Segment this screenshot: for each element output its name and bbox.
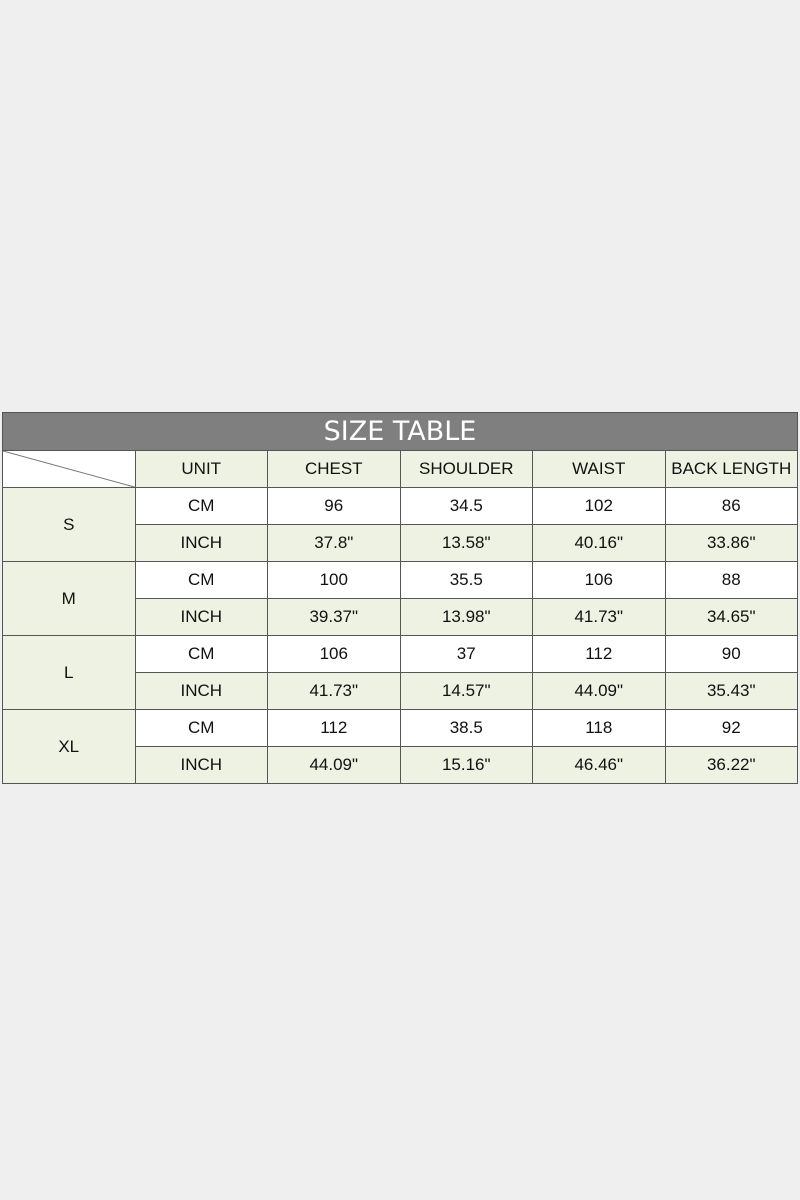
value-cell: 13.58" — [399, 524, 533, 562]
header-waist: WAIST — [532, 450, 666, 488]
size-label: L — [2, 635, 136, 710]
value-cell: 90 — [664, 635, 798, 673]
header-back-length: BACK LENGTH — [664, 450, 798, 488]
value-cell: 102 — [532, 487, 666, 525]
value-cell: 34.5 — [399, 487, 533, 525]
table-title: SIZE TABLE — [2, 412, 798, 451]
size-label: M — [2, 561, 136, 636]
table-row: INCH 41.73" 14.57" 44.09" 35.43" — [3, 672, 798, 710]
value-cell: 37 — [399, 635, 533, 673]
value-cell: 40.16" — [532, 524, 666, 562]
header-unit: UNIT — [134, 450, 268, 488]
value-cell: 46.46" — [532, 746, 666, 784]
table-row: XL CM 112 38.5 118 92 — [2, 709, 798, 784]
unit-cell: CM — [134, 561, 268, 599]
corner-cell — [2, 450, 136, 488]
value-cell: 112 — [267, 709, 401, 747]
table-row: INCH 37.8" 13.58" 40.16" 33.86" — [3, 524, 798, 562]
value-cell: 39.37" — [267, 598, 401, 636]
value-cell: 96 — [267, 487, 401, 525]
value-cell: 35.43" — [664, 672, 798, 710]
value-cell: 41.73" — [532, 598, 666, 636]
size-label: XL — [2, 709, 136, 784]
value-cell: 100 — [267, 561, 401, 599]
unit-cell: INCH — [134, 598, 268, 636]
value-cell: 112 — [532, 635, 666, 673]
header-chest: CHEST — [267, 450, 401, 488]
unit-cell: CM — [134, 635, 268, 673]
value-cell: 36.22" — [664, 746, 798, 784]
value-cell: 86 — [664, 487, 798, 525]
value-cell: 88 — [664, 561, 798, 599]
header-row: UNIT CHEST SHOULDER WAIST BACK LENGTH — [2, 450, 798, 488]
value-cell: 44.09" — [267, 746, 401, 784]
value-cell: 15.16" — [399, 746, 533, 784]
value-cell: 41.73" — [267, 672, 401, 710]
unit-cell: INCH — [134, 524, 268, 562]
table-row: INCH 44.09" 15.16" 46.46" 36.22" — [3, 746, 798, 784]
table-row: INCH 39.37" 13.98" 41.73" 34.65" — [3, 598, 798, 636]
size-table: SIZE TABLE UNIT CHEST SHOULDER WAIST BACK LE… — [2, 412, 798, 784]
value-cell: 92 — [664, 709, 798, 747]
unit-cell: CM — [134, 709, 268, 747]
value-cell: 13.98" — [399, 598, 533, 636]
value-cell: 38.5 — [399, 709, 533, 747]
table-row: S CM 96 34.5 102 86 — [2, 487, 798, 562]
table-row: L CM 106 37 112 90 — [2, 635, 798, 710]
size-label: S — [2, 487, 136, 562]
value-cell: 118 — [532, 709, 666, 747]
header-shoulder: SHOULDER — [399, 450, 533, 488]
value-cell: 34.65" — [664, 598, 798, 636]
value-cell: 106 — [532, 561, 666, 599]
unit-cell: INCH — [134, 672, 268, 710]
value-cell: 14.57" — [399, 672, 533, 710]
unit-cell: INCH — [134, 746, 268, 784]
value-cell: 106 — [267, 635, 401, 673]
value-cell: 33.86" — [664, 524, 798, 562]
table-row: M CM 100 35.5 106 88 — [2, 561, 798, 636]
unit-cell: CM — [134, 487, 268, 525]
value-cell: 37.8" — [267, 524, 401, 562]
value-cell: 44.09" — [532, 672, 666, 710]
value-cell: 35.5 — [399, 561, 533, 599]
